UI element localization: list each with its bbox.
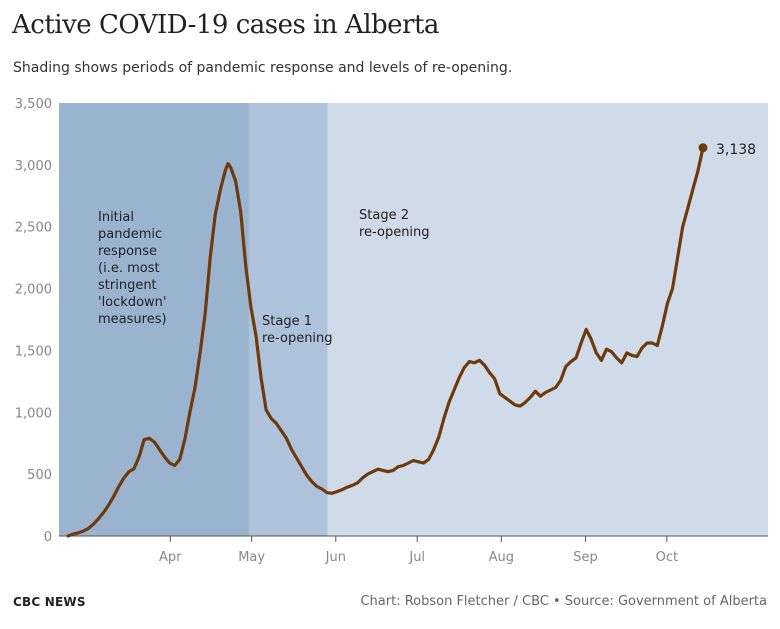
period-band-2 (248, 103, 328, 536)
x-axis-ticks: Apr May Jun Jul Aug Sep Oct (159, 536, 678, 565)
y-tick-label: 3,000 (15, 159, 52, 174)
series-line-active-cases (66, 146, 705, 538)
chart-subtitle: Shading shows periods of pandemic respon… (13, 60, 513, 76)
footer-brand: CBC NEWS (13, 595, 86, 609)
period-band-1 (59, 103, 249, 536)
x-tick-label: Sep (573, 550, 598, 565)
x-tick-label: Jun (325, 550, 346, 565)
y-tick-label: 2,000 (15, 283, 52, 298)
y-tick-label: 3,500 (15, 97, 52, 112)
x-tick-label: Jul (408, 550, 425, 565)
end-point-marker (698, 143, 708, 153)
period-labels: Initial pandemic response (i.e. most stringe… (98, 208, 430, 346)
period-label-2: Stage 1 re-opening (262, 314, 333, 346)
x-tick-label: May (238, 550, 265, 565)
y-tick-label: 1,000 (15, 406, 52, 421)
y-tick-label: 2,500 (15, 221, 52, 236)
y-axis-ticks: 0 500 1,000 1,500 2,000 2,500 3,000 3,500 (15, 97, 52, 545)
x-tick-label: Oct (656, 550, 678, 565)
period-bands (59, 103, 768, 536)
y-tick-label: 500 (27, 468, 52, 483)
period-label-1: Initial pandemic response (i.e. most stringe… (98, 210, 167, 327)
x-tick-label: Apr (159, 550, 182, 565)
period-label-3: Stage 2 re-opening (359, 208, 430, 240)
x-tick-label: Aug (489, 550, 514, 565)
chart-title: Active COVID-19 cases in Alberta (12, 10, 439, 40)
y-tick-label: 1,500 (15, 344, 52, 359)
period-band-3 (327, 103, 768, 536)
footer-credit: Chart: Robson Fletcher / CBC • Source: G… (360, 594, 767, 609)
end-value-label: 3,138 (716, 142, 756, 158)
y-tick-label: 0 (44, 530, 52, 545)
